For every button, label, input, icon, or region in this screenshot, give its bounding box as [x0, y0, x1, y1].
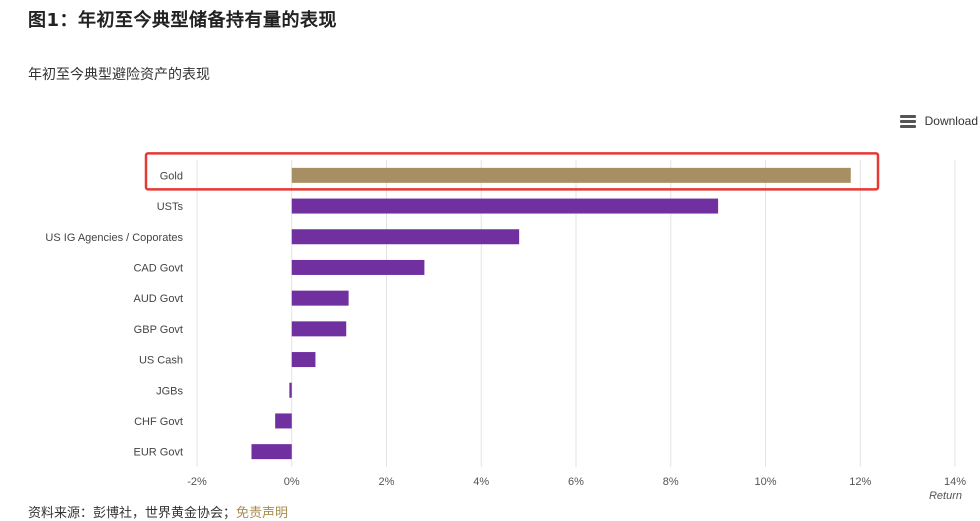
- highlight-box: [144, 152, 880, 191]
- x-tick-label: -2%: [187, 476, 207, 488]
- category-label: US IG Agencies / Coporates: [45, 232, 183, 244]
- x-axis-label: Return: [929, 490, 962, 502]
- category-label: Gold: [160, 170, 183, 182]
- x-tick-label: 6%: [568, 476, 584, 488]
- category-label: CAD Govt: [133, 262, 183, 274]
- figure-title: 图1：年初至今典型储备持有量的表现: [28, 10, 338, 31]
- bar-cad-govt: [291, 259, 425, 275]
- bar-jgbs: [289, 382, 292, 398]
- chart-subtitle: 年初至今典型避险资产的表现: [28, 67, 210, 83]
- x-tick-label: 12%: [849, 476, 871, 488]
- x-tick-label: 10%: [754, 476, 776, 488]
- category-label: JGBs: [156, 385, 183, 397]
- footer: 资料来源：彭博社，世界黄金协会；免责声明: [28, 502, 288, 521]
- download-button[interactable]: Download: [899, 114, 978, 128]
- x-tick-label: 0%: [284, 476, 300, 488]
- bar-us-cash: [291, 352, 316, 368]
- category-labels: Gold USTs US IG Agencies / Coporates CAD Go…: [45, 170, 183, 458]
- bar-usts: [291, 198, 719, 214]
- bar-eur-govt: [251, 444, 292, 460]
- bar-us-ig-agencies-coporates: [291, 229, 520, 245]
- category-label: CHF Govt: [134, 416, 183, 428]
- category-label: AUD Govt: [133, 293, 183, 305]
- category-label: EUR Govt: [133, 447, 183, 459]
- bar-gbp-govt: [291, 321, 347, 337]
- category-label: USTs: [157, 201, 184, 213]
- x-tick-labels: -2% 0% 2% 4% 6% 8% 10% 12% 14%: [187, 476, 966, 488]
- x-tick-label: 14%: [944, 476, 966, 488]
- category-label: US Cash: [139, 355, 183, 367]
- bar-chf-govt: [275, 413, 292, 429]
- disclaimer-link[interactable]: 免责声明: [236, 506, 289, 521]
- x-tick-label: 2%: [379, 476, 395, 488]
- bars: [251, 167, 851, 460]
- download-label: Download: [924, 114, 978, 128]
- source-note: 资料来源：彭博社，世界黄金协会；: [28, 506, 237, 521]
- category-label: GBP Govt: [134, 324, 183, 336]
- x-tick-label: 4%: [473, 476, 489, 488]
- bar-gold: [291, 167, 851, 183]
- menu-icon: [899, 114, 916, 128]
- bar-aud-govt: [291, 290, 349, 306]
- x-tick-label: 8%: [663, 476, 679, 488]
